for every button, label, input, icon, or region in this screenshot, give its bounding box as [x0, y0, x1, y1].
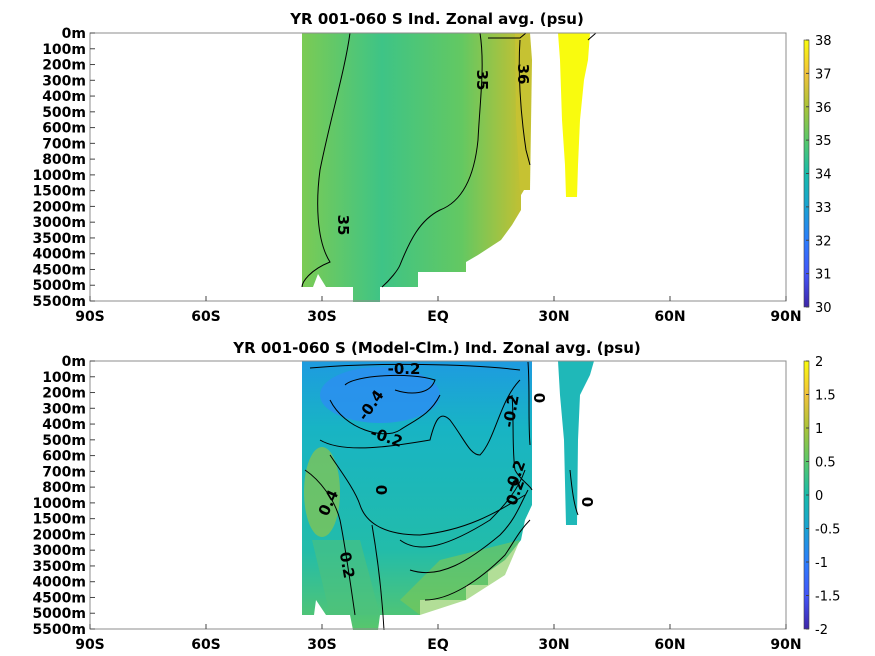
y-tick-label: 1000m [32, 168, 86, 184]
colorbar-tick-label: -1.5 [815, 590, 840, 605]
panel-anomaly: YR 001-060 S (Model-Clm.) Ind. Zonal avg… [32, 339, 840, 653]
colorbar-tick-label: 0 [815, 489, 823, 504]
colorbar-tick-label: 38 [815, 34, 832, 49]
anomaly-contours [304, 361, 579, 631]
colorbar-tick-label: 1 [815, 422, 823, 437]
y-tick-label: 1500m [32, 184, 86, 200]
y-tick-label: 400m [42, 417, 86, 433]
colorbar-tick-label: 37 [815, 67, 832, 82]
colorbar-tick-label: -0.5 [815, 523, 840, 538]
y-tick-label: 5000m [32, 278, 86, 294]
x-tick-label: 30N [538, 637, 569, 653]
y-tick-label: 2000m [32, 527, 86, 543]
colorbar-tick-label: -2 [815, 623, 828, 638]
salinity-contour-labels: 35 36 35 [334, 64, 532, 236]
y-tick-label: 4500m [32, 262, 86, 278]
contour-label: -0.2 [388, 360, 421, 378]
x-tick-label: 90S [75, 309, 105, 325]
x-tick-label: 60N [654, 637, 685, 653]
y-axis: 0m100m200m300m400m500m600m700m800m1000m1… [32, 354, 95, 638]
y-tick-label: 200m [42, 58, 86, 74]
chart-title: YR 001-060 S Ind. Zonal avg. (psu) [289, 10, 584, 28]
y-tick-label: 300m [42, 73, 86, 89]
y-tick-label: 5500m [32, 294, 86, 310]
colorbar-tick-label: 2 [815, 355, 823, 370]
y-tick-label: 100m [42, 370, 86, 386]
x-tick-label: EQ [427, 309, 449, 325]
x-tick-label: EQ [427, 637, 449, 653]
salinity-contours [301, 32, 597, 288]
y-tick-label: 600m [42, 449, 86, 465]
y-tick-label: 3500m [32, 559, 86, 575]
y-tick-label: 3500m [32, 231, 86, 247]
contour-label: 0 [372, 485, 390, 495]
colorbar-tick-label: 30 [815, 301, 832, 316]
y-tick-label: 700m [42, 136, 86, 152]
x-tick-label: 90N [770, 309, 801, 325]
contour-label: -0.2 [499, 393, 522, 428]
panel-salinity: YR 001-060 S Ind. Zonal avg. (psu) 35 36… [32, 10, 831, 325]
colorbar-tick-label: 35 [815, 134, 832, 149]
colorbar-tick-label: -1 [815, 556, 828, 571]
y-tick-label: 4000m [32, 575, 86, 591]
colorbar-tick-label: 33 [815, 201, 832, 216]
y-tick-label: 5000m [32, 606, 86, 622]
x-tick-label: 60N [654, 309, 685, 325]
salinity-field [302, 33, 590, 302]
colorbar-tick-label: 32 [815, 234, 832, 249]
y-tick-label: 400m [42, 89, 86, 105]
y-tick-label: 500m [42, 105, 86, 121]
colorbar-tick-label: 34 [815, 168, 832, 183]
x-tick-label: 60S [191, 637, 221, 653]
anomaly-field [302, 361, 594, 630]
colorbar: 2 1.5 1 0.5 0 -0.5 -1 -1.5 -2 [803, 355, 840, 638]
contour-label: 35 [473, 70, 491, 91]
y-tick-label: 0m [62, 26, 86, 42]
colorbar-tick-label: 36 [815, 101, 832, 116]
y-tick-label: 100m [42, 42, 86, 58]
y-tick-label: 4000m [32, 247, 86, 263]
contour-label: 36 [514, 64, 532, 85]
y-tick-label: 800m [42, 480, 86, 496]
y-tick-label: 600m [42, 121, 86, 137]
x-tick-label: 60S [191, 309, 221, 325]
y-axis: 0m100m200m300m400m500m600m700m800m1000m1… [32, 26, 95, 310]
y-tick-label: 300m [42, 401, 86, 417]
colorbar-tick-label: 31 [815, 268, 832, 283]
colorbar-tick-label: 0.5 [815, 456, 836, 471]
contour-label: 0.2 [336, 550, 358, 579]
x-tick-label: 90N [770, 637, 801, 653]
contour-label: 35 [334, 215, 352, 236]
y-tick-label: 3000m [32, 543, 86, 559]
x-axis: 90S 60S 30S EQ 30N 60N 90N [75, 296, 802, 325]
colorbar-tick-label: 1.5 [815, 389, 836, 404]
x-tick-label: 30N [538, 309, 569, 325]
y-tick-label: 3000m [32, 215, 86, 231]
x-axis: 90S 60S 30S EQ 30N 60N 90N [75, 624, 802, 653]
y-tick-label: 0m [62, 354, 86, 370]
colorbar-ticks: 30 31 32 33 34 35 36 37 38 [806, 34, 832, 316]
x-tick-label: 90S [75, 637, 105, 653]
y-tick-label: 500m [42, 433, 86, 449]
y-tick-label: 2000m [32, 199, 86, 215]
y-tick-label: 200m [42, 386, 86, 402]
y-tick-label: 800m [42, 152, 86, 168]
chart-title: YR 001-060 S (Model-Clm.) Ind. Zonal avg… [232, 339, 641, 357]
x-tick-label: 30S [307, 309, 337, 325]
y-tick-label: 1000m [32, 496, 86, 512]
contour-label: 0 [530, 393, 548, 403]
x-tick-label: 30S [307, 637, 337, 653]
colorbar-ticks: 2 1.5 1 0.5 0 -0.5 -1 -1.5 -2 [806, 355, 840, 638]
y-tick-label: 4500m [32, 590, 86, 606]
contour-label: 0 [578, 497, 596, 507]
y-tick-label: 1500m [32, 512, 86, 528]
y-tick-label: 700m [42, 464, 86, 480]
y-tick-label: 5500m [32, 622, 86, 638]
colorbar: 30 31 32 33 34 35 36 37 38 [803, 34, 832, 316]
